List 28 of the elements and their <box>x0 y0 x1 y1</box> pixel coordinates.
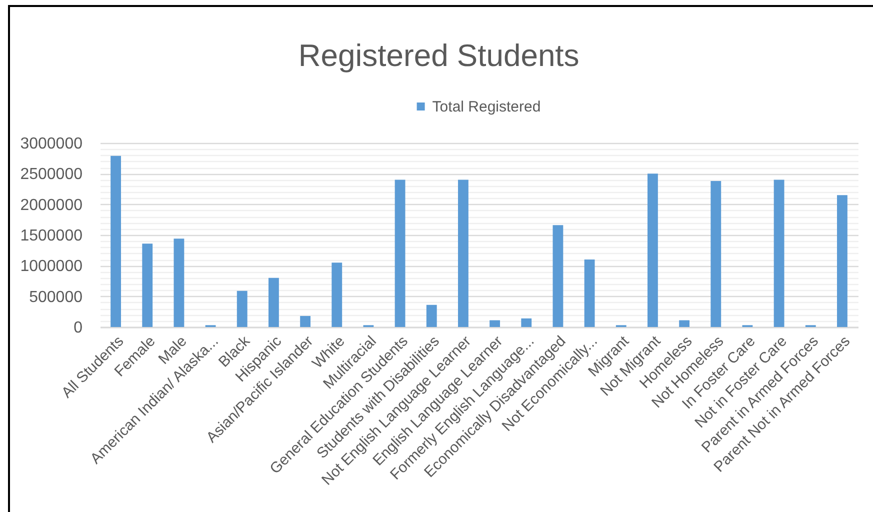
y-tick-label: 3000000 <box>20 136 83 152</box>
bar <box>774 180 784 327</box>
bar <box>394 180 406 327</box>
bar <box>426 304 437 327</box>
y-tick-label: 500000 <box>29 288 83 306</box>
bar <box>332 262 342 327</box>
bar <box>458 180 468 327</box>
bar <box>710 181 722 327</box>
bar <box>174 238 184 327</box>
y-tick-label: 1500000 <box>20 228 83 244</box>
bar <box>836 195 848 327</box>
bar <box>521 318 532 327</box>
legend-label: Total Registered <box>432 98 541 116</box>
chart-title: Registered Students <box>298 38 580 73</box>
bar <box>584 260 595 327</box>
bar <box>552 225 564 327</box>
bar <box>268 278 279 327</box>
y-tick-label: 2000000 <box>20 196 83 214</box>
y-tick-label: 2500000 <box>20 166 83 184</box>
bar <box>236 290 248 327</box>
y-tick-label: 1000000 <box>20 258 83 276</box>
bar <box>142 244 153 327</box>
bar <box>110 156 122 327</box>
bar <box>679 320 690 327</box>
bar <box>300 316 311 327</box>
bar <box>647 174 658 327</box>
y-tick-label: 0 <box>74 320 83 336</box>
bar <box>490 320 500 327</box>
